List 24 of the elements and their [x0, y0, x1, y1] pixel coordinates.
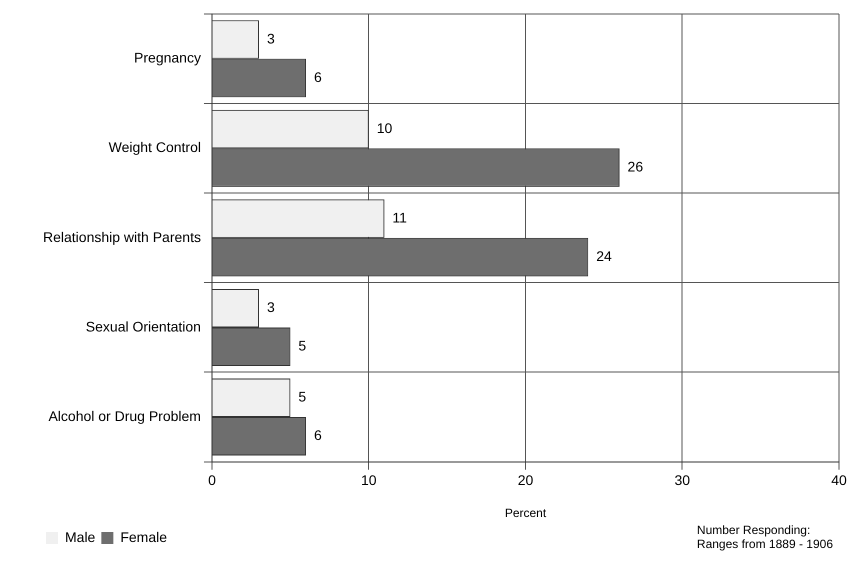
data-label: 24	[596, 248, 612, 264]
data-label: 11	[392, 210, 408, 226]
data-label: 3	[267, 299, 275, 316]
data-label: 3	[267, 30, 275, 46]
y-tick-label: Weight Control	[108, 139, 201, 156]
legend-label: Male	[65, 528, 96, 545]
x-tick-label: 0	[208, 472, 216, 488]
y-tick-label: Pregnancy	[134, 50, 201, 66]
y-tick-label: Relationship with Parents	[42, 228, 201, 245]
y-tick-label: Alcohol or Drug Problem	[48, 408, 201, 424]
data-label: 26	[628, 158, 644, 174]
text: Number Responding: Ranges from 1889 - 1906	[696, 523, 833, 551]
data-label: 5	[298, 338, 306, 354]
data-label: 6	[314, 427, 322, 444]
data-label: 6	[314, 68, 322, 85]
x-tick-label: 40	[831, 472, 847, 488]
x-tick-label: 20	[518, 472, 534, 488]
x-tick-label: 10	[360, 472, 377, 488]
legend-label: Female	[120, 528, 168, 545]
x-tick-label: 30	[674, 472, 690, 488]
data-label: 10	[376, 120, 393, 136]
data-label: 5	[298, 388, 306, 405]
x-axis-title: Percent	[504, 506, 547, 520]
y-tick-label: Sexual Orientation	[86, 318, 201, 334]
